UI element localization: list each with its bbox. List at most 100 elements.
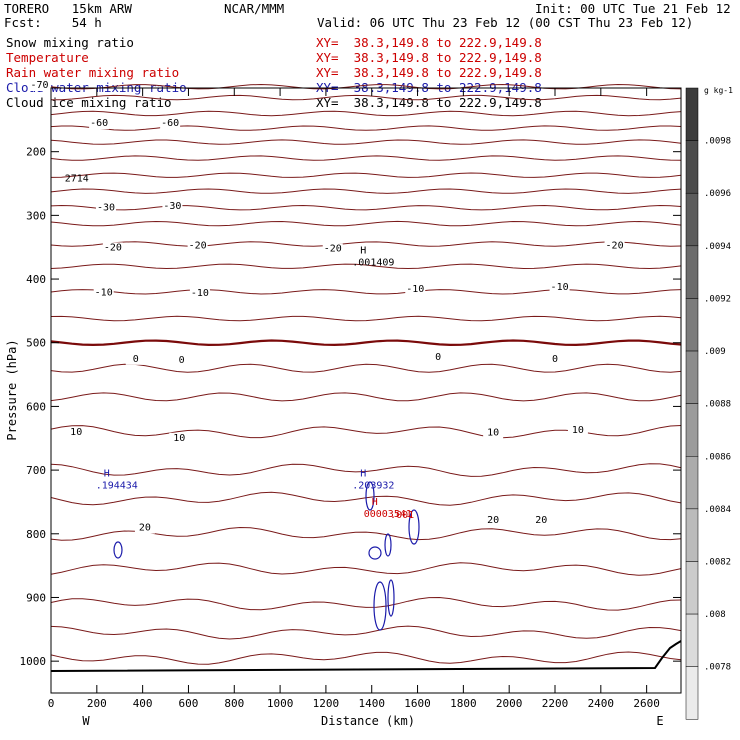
y-tick-label: 300 [26, 209, 46, 222]
east-label: E [656, 714, 663, 728]
x-tick-label: 1800 [450, 697, 477, 710]
colorbar-tick-label: .009 [704, 347, 726, 357]
colorbar-tick-label: .0098 [704, 137, 731, 147]
x-tick-label: 0 [48, 697, 55, 710]
isotherm--30 [50, 204, 682, 211]
contour-label: 20 [535, 515, 547, 526]
contour-label: 0 [552, 354, 558, 365]
contour-label-bg [567, 425, 588, 437]
y-tick-label: 700 [26, 464, 46, 477]
isotherm--10 [50, 289, 682, 295]
isotherm--50 [50, 139, 682, 145]
contour-label-bg [29, 80, 50, 91]
isotherm--40 [50, 172, 682, 178]
y-tick-label: 800 [26, 528, 46, 541]
colorbar-segment [685, 192, 699, 247]
isotherm-45 [50, 625, 682, 640]
x-tick-label: 1000 [267, 697, 294, 710]
contour-label: -20 [324, 244, 342, 255]
isotherm-10 [50, 392, 682, 402]
contour-label: -20 [189, 240, 207, 251]
colorbar-units: g kg-1 [704, 86, 733, 95]
field-xy-rain: XY= 38.3,149.8 to 222.9,149.8 [316, 65, 542, 80]
high-marker: H [360, 246, 366, 257]
contour-label-bg [604, 240, 625, 252]
colorbar-segment [685, 350, 699, 404]
isotherm-0 [50, 339, 682, 347]
contour-label: -60 [161, 118, 179, 129]
high-marker: H [372, 497, 378, 508]
temperature-contours [50, 83, 682, 665]
x-axis-label: Distance (km) [321, 714, 415, 728]
contour-label-bg [189, 288, 210, 300]
contour-label: -70 [31, 80, 49, 91]
colorbar-tick-label: .0084 [704, 505, 731, 515]
isotherm--45 [50, 155, 682, 161]
plot-frame [50, 87, 682, 694]
field-label-temperature: Temperature [6, 50, 89, 65]
x-tick-label: 600 [179, 697, 199, 710]
isotherm--60 [50, 110, 682, 117]
y-tick-label: 500 [26, 337, 46, 350]
colorbar-tick-label: .0082 [704, 557, 731, 567]
contour-label-bg [545, 353, 565, 365]
x-tick-label: 800 [224, 697, 244, 710]
colorbar-segment [685, 666, 699, 720]
contour-label-bg [125, 353, 146, 365]
high-value: .203932 [352, 480, 394, 491]
cloud-water-contour [368, 546, 382, 560]
contour-label: -10 [551, 282, 569, 293]
contour-label-bg [187, 240, 208, 252]
contour-label: -10 [95, 288, 113, 299]
contour-label-bg [483, 514, 504, 526]
contour-label: 0 [179, 355, 185, 366]
contour-label-bg [95, 202, 116, 214]
x-tick-label: 1400 [358, 697, 385, 710]
isotherm--20 [50, 241, 682, 247]
extra-label: .001 [390, 510, 414, 521]
contour-label: -20 [104, 242, 122, 253]
field-label-rain: Rain water mixing ratio [6, 65, 180, 80]
isotherm-20 [50, 463, 682, 477]
x-tick-label: 2200 [542, 697, 569, 710]
init-time: Init: 00 UTC Tue 21 Feb 12 [535, 1, 731, 16]
x-tick-label: 2000 [496, 697, 523, 710]
y-tick-label: 900 [26, 591, 46, 604]
isotherm-50 [50, 651, 682, 665]
contour-label-bg [549, 281, 570, 293]
extra-label: 2714 [65, 174, 89, 185]
cloud-water-contour [408, 509, 420, 545]
y-tick-label: 1000 [20, 655, 47, 668]
colorbar-tick-label: .0088 [704, 400, 731, 410]
terrain [50, 640, 682, 672]
contour-label-bg [405, 283, 426, 295]
colorbar-tick-label: .0096 [704, 189, 731, 199]
west-label: W [82, 714, 90, 728]
high-marker: H [104, 468, 110, 479]
colorbar-segment [685, 298, 699, 352]
contour-label-bg [169, 432, 190, 444]
contour-label: -10 [406, 284, 424, 295]
colorbar-segment [685, 403, 699, 457]
colorbar-segment [685, 561, 699, 615]
contour-label: -30 [97, 202, 115, 213]
contour-label: 20 [139, 523, 151, 534]
high-marker: H [360, 468, 366, 479]
isotherm-40 [50, 596, 682, 611]
cloud-water-contour [373, 581, 387, 631]
y-axis-label: Pressure (hPa) [5, 339, 19, 440]
contour-label: -20 [606, 240, 624, 251]
colorbar-segment [685, 508, 699, 562]
field-label-snow: Snow mixing ratio [6, 35, 134, 50]
colorbar-tick-label: .0092 [704, 294, 731, 304]
contour-label: 10 [70, 427, 82, 438]
isotherm-5 [50, 363, 682, 373]
isotherm--65 [51, 94, 682, 101]
contour-label: 10 [572, 425, 584, 436]
cloud-water-contour [384, 533, 392, 557]
contour-label-bg [66, 427, 87, 439]
contour-label-bg [531, 514, 552, 526]
contour-label-bg [160, 118, 181, 130]
